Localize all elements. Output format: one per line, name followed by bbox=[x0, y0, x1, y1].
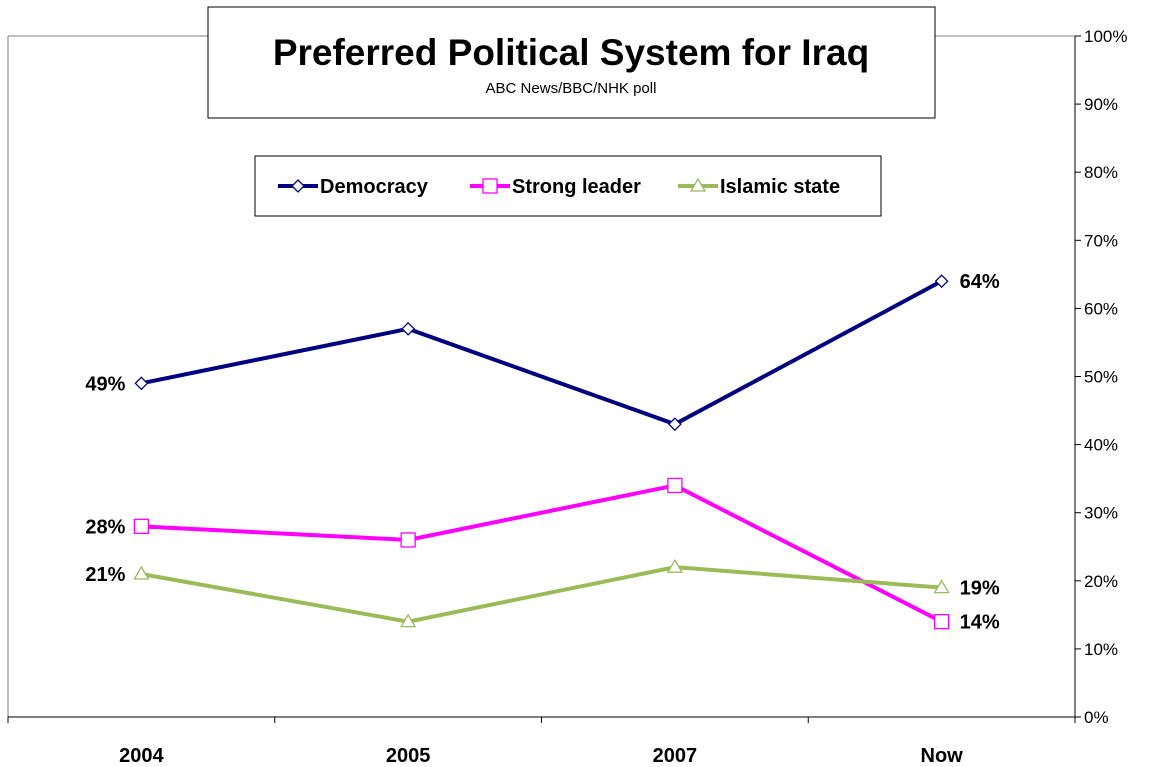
series-strong-leader bbox=[133, 477, 950, 630]
legend-box bbox=[254, 155, 882, 217]
data-label-islamic-state: 21% bbox=[85, 564, 125, 586]
y-tick-label: 30% bbox=[1084, 504, 1118, 523]
x-tick-label: 2005 bbox=[386, 745, 431, 767]
series-line-strong-leader bbox=[141, 483, 943, 624]
y-tick-label: 80% bbox=[1084, 163, 1118, 182]
x-axis-ticks: 2004 2005 2007 Now bbox=[7, 717, 1076, 767]
legend-item-democracy: Democracy bbox=[278, 176, 429, 198]
legend-label: Islamic state bbox=[720, 176, 840, 198]
data-point-democracy bbox=[667, 417, 682, 432]
y-tick-label: 60% bbox=[1084, 299, 1118, 318]
series-layer bbox=[133, 274, 950, 630]
y-axis-ticks: 0% 10% 20% 30% 40% 50% 60% 70% 80% 90% 100% bbox=[1075, 27, 1127, 727]
series-democracy bbox=[134, 274, 949, 432]
title-box bbox=[207, 6, 936, 119]
data-point-strong-leader bbox=[667, 477, 683, 494]
legend-swatch-marker bbox=[291, 179, 305, 193]
data-label-strong-leader: 28% bbox=[85, 516, 125, 538]
y-tick-label: 10% bbox=[1084, 640, 1118, 659]
data-point-islamic-state bbox=[666, 558, 684, 573]
chart-title: Preferred Political System for Iraq bbox=[273, 32, 869, 73]
series-islamic-state bbox=[133, 558, 950, 628]
legend-label: Strong leader bbox=[512, 176, 641, 198]
data-point-strong-leader bbox=[400, 532, 416, 548]
legend-label: Democracy bbox=[320, 176, 429, 198]
data-point-islamic-state bbox=[133, 565, 150, 580]
data-label-strong-leader: 14% bbox=[960, 612, 1000, 634]
data-label-democracy: 64% bbox=[960, 271, 1000, 293]
legend-swatch-marker bbox=[689, 177, 707, 192]
chart-subtitle: ABC News/BBC/NHK poll bbox=[486, 80, 657, 97]
legend-swatch-marker bbox=[482, 178, 498, 194]
data-point-islamic-state bbox=[399, 613, 417, 628]
x-tick-label: 2004 bbox=[119, 745, 164, 767]
x-tick-label: Now bbox=[921, 745, 964, 767]
y-tick-label: 40% bbox=[1084, 436, 1118, 455]
data-labels: 49% 64% 28% 14% 21% 19% bbox=[85, 271, 1000, 633]
x-tick-label: 2007 bbox=[653, 745, 698, 767]
data-point-democracy bbox=[934, 274, 949, 289]
series-line-democracy bbox=[140, 279, 943, 427]
legend-item-islamic-state: Islamic state bbox=[678, 176, 840, 198]
y-tick-label: 70% bbox=[1084, 231, 1118, 250]
data-point-strong-leader bbox=[933, 614, 950, 630]
y-tick-label: 20% bbox=[1084, 572, 1118, 591]
y-tick-label: 50% bbox=[1084, 368, 1118, 387]
data-point-islamic-state bbox=[933, 579, 950, 594]
series-line-islamic-state bbox=[141, 565, 942, 624]
y-tick-label: 100% bbox=[1084, 27, 1127, 46]
data-point-strong-leader bbox=[133, 518, 150, 534]
y-tick-label: 0% bbox=[1084, 708, 1109, 727]
data-point-democracy bbox=[134, 376, 149, 391]
data-point-democracy bbox=[401, 321, 416, 336]
y-tick-label: 90% bbox=[1084, 95, 1118, 114]
data-label-democracy: 49% bbox=[85, 373, 125, 395]
data-label-islamic-state: 19% bbox=[960, 578, 1000, 600]
legend-item-strong-leader: Strong leader bbox=[470, 176, 641, 198]
legend: Democracy Strong leader Islamic state bbox=[278, 176, 840, 198]
